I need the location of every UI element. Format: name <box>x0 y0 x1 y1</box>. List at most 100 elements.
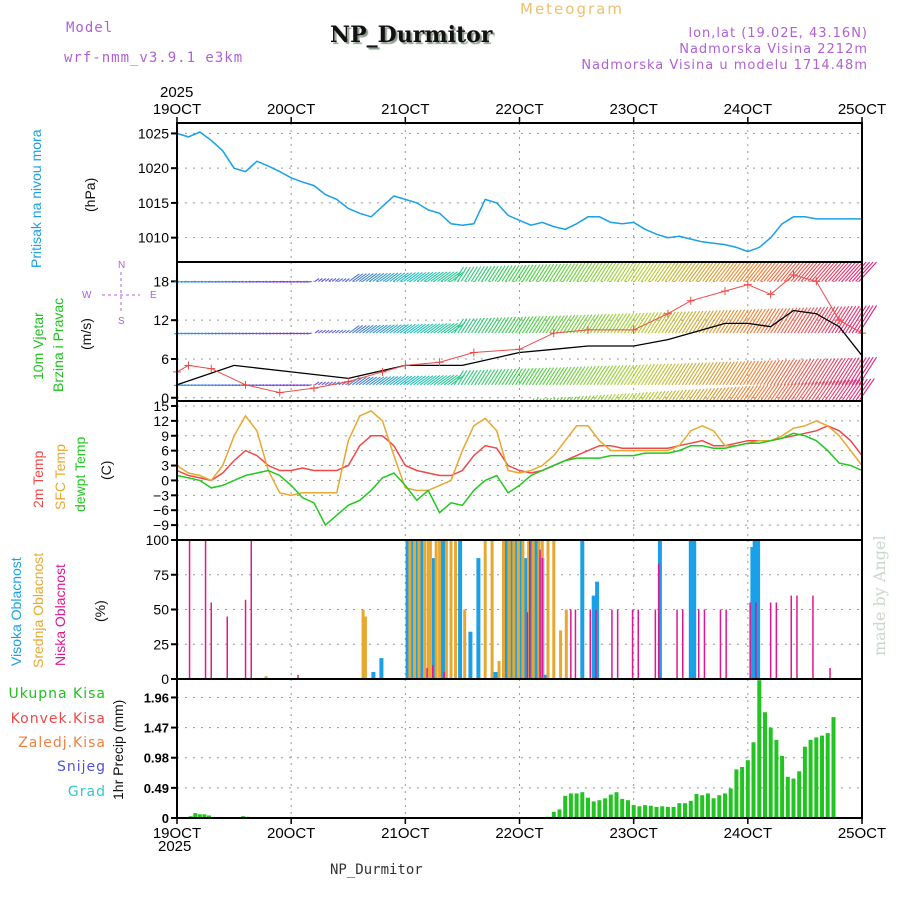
cloud-mid-bar <box>546 540 550 679</box>
wind-barb <box>324 329 330 334</box>
wind-barb <box>776 359 794 386</box>
wind-barb <box>672 389 680 401</box>
wind-barb <box>614 393 620 401</box>
cloud-mid-bar <box>521 540 525 679</box>
wind-barb <box>678 261 694 282</box>
cloud-high-bar <box>458 540 463 679</box>
wind-barb <box>668 311 683 334</box>
cloud-low-bar <box>775 602 778 679</box>
wind-barb <box>586 262 600 282</box>
wind-barb <box>382 272 395 282</box>
wind-barb <box>348 273 360 282</box>
cloud-high-bar <box>542 674 547 679</box>
wind-barb <box>375 324 388 334</box>
y-tick-label: 0 <box>161 472 169 488</box>
precip-bar <box>683 803 687 818</box>
y-tick-label: 18 <box>153 273 169 289</box>
wind-barb <box>657 311 673 334</box>
cloud-low-bar <box>812 595 814 679</box>
y-tick-label: 50 <box>153 602 169 618</box>
gust-marker <box>241 380 250 389</box>
wind-barb <box>664 311 680 334</box>
precip-bar <box>700 795 705 818</box>
wind-barb <box>658 390 666 401</box>
precip-bar <box>814 737 819 818</box>
wind-barb <box>607 394 613 401</box>
wind-barb <box>552 315 565 334</box>
wind-barb <box>678 389 687 401</box>
precip-bar <box>763 712 767 818</box>
cloud-low-bar <box>541 558 544 679</box>
compass-w: W <box>82 290 92 301</box>
wind-barb <box>620 364 635 386</box>
wind-barb <box>855 261 874 282</box>
wind-barb <box>430 323 444 334</box>
wind-barb <box>740 385 751 401</box>
cloud-mid-bar <box>449 540 453 679</box>
wind-barb <box>498 317 510 334</box>
y-tick-label: 1.47 <box>144 721 169 736</box>
wind-barb <box>416 271 430 282</box>
wind-barb <box>559 263 572 282</box>
precip-bar <box>608 794 613 818</box>
wind-barb <box>518 316 530 334</box>
wind-barb <box>756 308 773 334</box>
wind-barb <box>651 312 666 334</box>
wind-barb <box>396 272 409 282</box>
wind-barb <box>702 388 712 401</box>
wind-barb <box>623 364 638 386</box>
cloud-high-bar <box>379 658 384 679</box>
cloud-low-bar <box>790 595 792 679</box>
wind-barb <box>674 261 690 282</box>
cloud-mid-bar <box>483 540 487 679</box>
wind-barb <box>691 310 707 334</box>
wind-barb <box>464 318 475 334</box>
wind-barb <box>651 363 666 386</box>
wind-barb <box>640 364 655 386</box>
wind-barb <box>345 278 350 282</box>
wind-barb <box>470 318 482 334</box>
wind-barb <box>569 263 582 282</box>
wind-barb <box>838 379 854 401</box>
wind-barb <box>596 365 610 386</box>
wind-barb <box>399 323 413 334</box>
wind-barb <box>576 262 589 282</box>
wind-barb <box>403 272 416 282</box>
gust-marker <box>549 329 558 338</box>
wind-barb <box>797 382 811 401</box>
wind-barb <box>572 366 586 386</box>
wind-barb <box>542 398 545 401</box>
y-tick-label: 1025 <box>138 125 169 141</box>
wind-barb <box>549 367 562 386</box>
wind-barb <box>729 261 746 282</box>
wind-barb <box>708 310 725 334</box>
wind-barb <box>610 365 624 386</box>
wind-barb <box>855 305 874 334</box>
wind-barb <box>726 386 737 401</box>
wind-barb <box>338 278 344 282</box>
wind-barb <box>681 362 697 386</box>
precip-bar <box>820 735 824 818</box>
wind-barb <box>477 266 489 282</box>
wind-barb <box>573 396 577 401</box>
cloud-mid-bar <box>426 540 430 679</box>
wind-barb <box>709 387 719 401</box>
precip-bar <box>580 792 585 818</box>
cloud-mid-bar <box>507 540 511 679</box>
cloud-high-bar <box>493 672 498 679</box>
wind-barb <box>433 271 448 282</box>
cloud-high-bar <box>580 540 585 679</box>
wind-barb <box>844 261 864 282</box>
wind-barb <box>335 278 340 282</box>
wind-barb <box>746 308 763 334</box>
cloud-low-bar <box>703 609 706 679</box>
wind-barb <box>443 322 458 334</box>
wind-barb <box>372 324 385 334</box>
wind-barb <box>644 363 659 386</box>
y-tick-label: 0 <box>161 671 169 687</box>
wind-barb <box>729 361 746 386</box>
y-tick-label: −3 <box>153 487 169 503</box>
bottom-time-label: 25OCT <box>838 825 886 842</box>
cloud-high-bar <box>414 540 419 679</box>
cloud-low-bar <box>749 602 751 679</box>
